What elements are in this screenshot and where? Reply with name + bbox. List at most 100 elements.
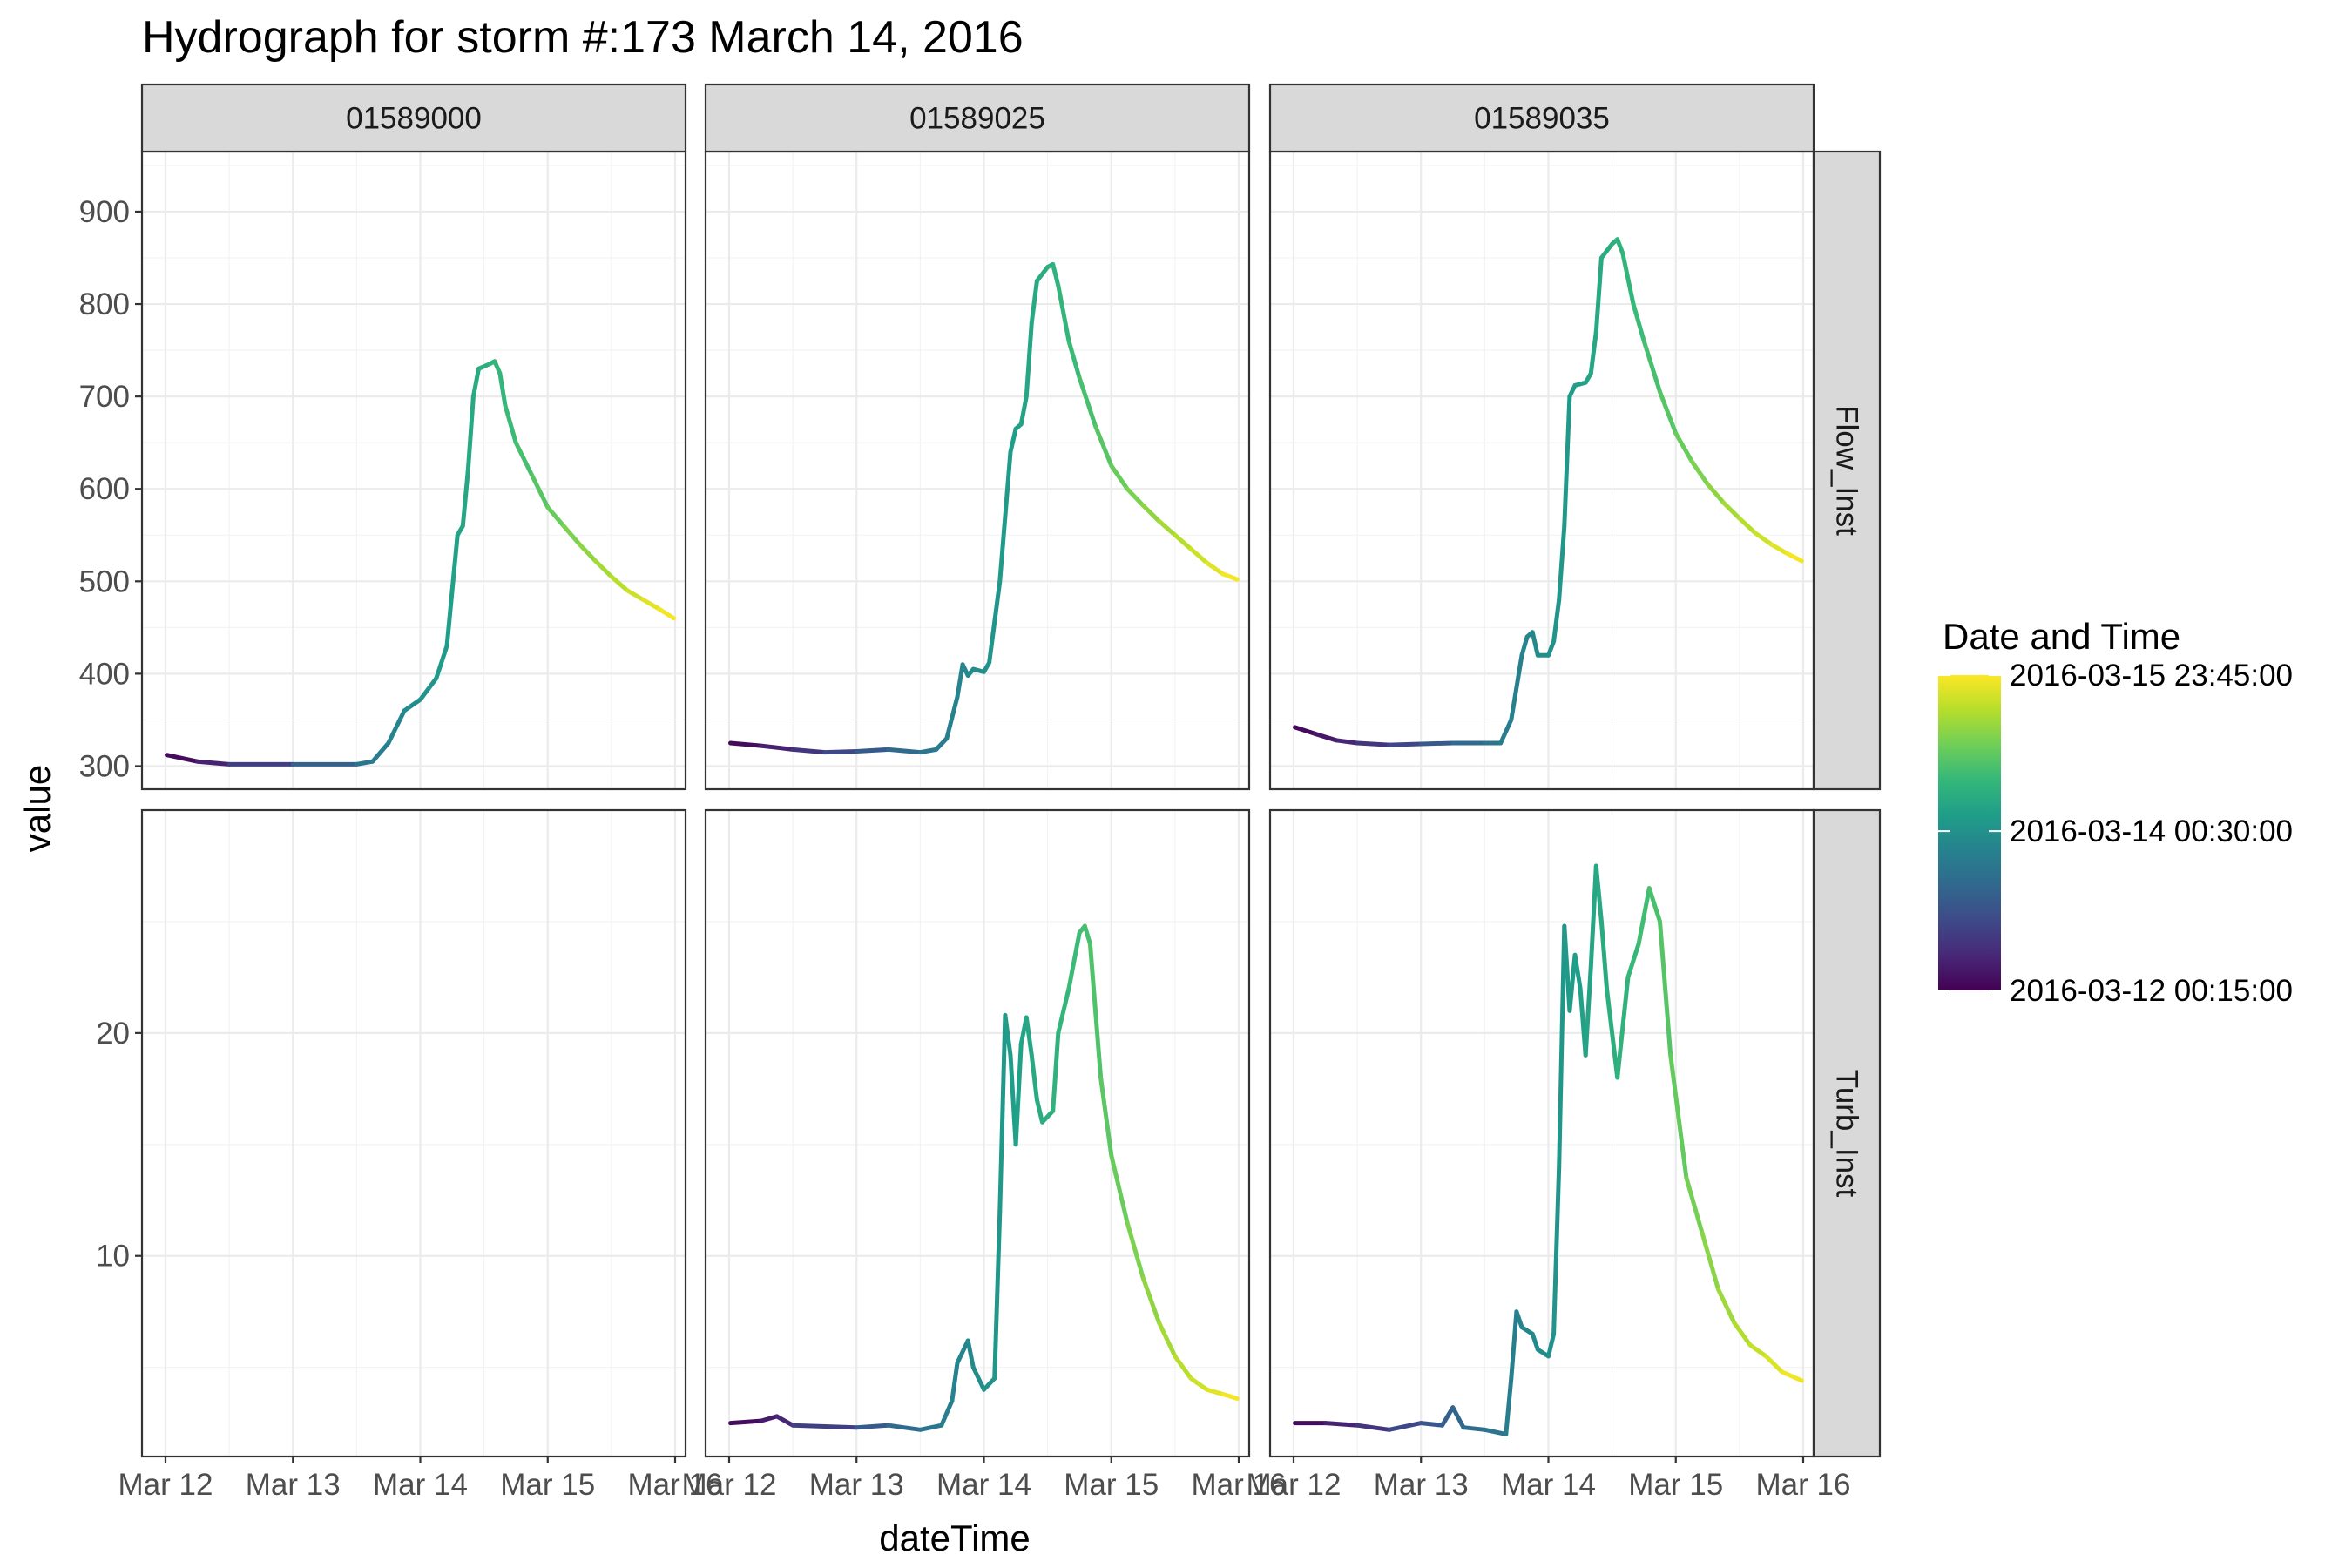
series-line-segment <box>728 740 764 748</box>
series-line-segment <box>1034 265 1051 283</box>
series-line-segment <box>1323 1421 1360 1428</box>
series-line-segment <box>561 524 582 547</box>
series-line-segment <box>1387 741 1423 747</box>
series-line-segment <box>1140 503 1162 524</box>
series-line-segment <box>1615 975 1631 1080</box>
series-line-segment <box>1668 1052 1689 1180</box>
series-line-segment <box>165 753 200 764</box>
series-line-segment <box>1498 717 1514 746</box>
series-line-segment <box>418 676 439 702</box>
series-line-segment <box>1355 740 1392 747</box>
series-line-segment <box>1056 986 1071 1036</box>
series-line-segment <box>465 394 476 473</box>
series-line-segment <box>1066 930 1082 991</box>
series-line-segment <box>386 708 407 746</box>
series-line-segment <box>1588 863 1598 969</box>
series-line-segment <box>997 449 1013 584</box>
series-line-segment <box>955 662 965 700</box>
series-line-segment <box>1557 524 1567 602</box>
series-line-segment <box>1450 1405 1466 1430</box>
y-tick-label: 800 <box>79 287 130 321</box>
column-strip-01589025: 01589025 <box>704 83 1251 153</box>
series-line-segment <box>1658 389 1679 436</box>
series-line-segment <box>1109 463 1130 491</box>
x-tick-label: Mar 12 <box>118 1468 213 1502</box>
series-line-segment <box>1173 532 1193 551</box>
series-line-segment <box>1157 518 1178 537</box>
series-line-segment <box>982 1375 997 1392</box>
series-line-segment <box>1625 942 1641 980</box>
series-line-segment <box>822 749 859 755</box>
series-line-segment <box>1631 301 1646 343</box>
series-line-segment <box>1204 1387 1226 1396</box>
series-line-segment <box>1157 1321 1178 1359</box>
series-line-segment <box>1572 952 1583 991</box>
x-tick-label: Mar 14 <box>936 1468 1031 1502</box>
series-line-segment <box>1220 1391 1240 1401</box>
series-line-segment <box>530 472 551 510</box>
series-line-segment <box>497 371 508 409</box>
series-line-segment <box>1387 1421 1423 1432</box>
series-line-segment <box>854 747 891 754</box>
x-tick-label: Mar 13 <box>246 1468 341 1502</box>
series-line-segment <box>1029 279 1039 325</box>
row-strip-Flow_Inst: Flow_Inst <box>1812 150 1882 791</box>
x-tick-label: Mar 14 <box>1501 1468 1596 1502</box>
y-tick-label: 20 <box>96 1017 130 1051</box>
facet-panel-01589000-Flow_Inst <box>140 150 687 791</box>
y-tick-label: 500 <box>79 564 130 598</box>
series-line-segment <box>1551 598 1562 644</box>
facet-panel-01589000-Turb_Inst <box>140 808 687 1458</box>
legend-label: 2016-03-12 00:15:00 <box>2010 974 2293 1008</box>
series-line-segment <box>1689 458 1710 487</box>
series-line-segment <box>1593 863 1604 924</box>
legend-label: 2016-03-14 00:30:00 <box>2010 814 2293 848</box>
series-line-segment <box>1018 394 1029 427</box>
column-strip-background <box>140 83 687 153</box>
column-strip-label: 01589000 <box>346 102 482 136</box>
series-line-segment <box>1418 740 1456 747</box>
series-01589035-Turb_Inst <box>1293 863 1804 1436</box>
series-line-segment <box>1312 731 1339 743</box>
row-strip-label: Turb_Inst <box>1830 1070 1864 1198</box>
facet-panels <box>140 150 1815 1458</box>
series-line-segment <box>917 1423 944 1432</box>
y-tick-label: 300 <box>79 749 130 783</box>
x-tick-label: Mar 16 <box>628 1468 723 1502</box>
series-line-segment <box>759 743 795 752</box>
x-tick-label: Mar 15 <box>1628 1468 1723 1502</box>
series-line-segment <box>1093 423 1114 469</box>
series-01589000-Flow_Inst <box>165 359 676 767</box>
series-line-segment <box>965 1338 976 1370</box>
series-line-segment <box>1509 1309 1519 1381</box>
series-line-segment <box>492 359 503 376</box>
facet-panel-01589025-Turb_Inst <box>704 808 1251 1458</box>
series-line-segment <box>1140 1275 1162 1325</box>
series-line-segment <box>1220 571 1240 582</box>
series-line-segment <box>1562 394 1572 529</box>
series-line-segment <box>970 1365 986 1392</box>
series-line-segment <box>195 759 232 767</box>
series-line-segment <box>987 578 1003 666</box>
x-axis-title: dateTime <box>879 1517 1031 1558</box>
series-line-segment <box>1530 1331 1540 1352</box>
facet-panel-01589025-Flow_Inst <box>704 150 1251 791</box>
x-tick-label: Mar 15 <box>1064 1468 1159 1502</box>
row-strip-Turb_Inst: Turb_Inst <box>1812 808 1882 1458</box>
series-line-segment <box>1530 630 1540 658</box>
series-line-segment <box>1641 339 1662 395</box>
column-strip-01589000: 01589000 <box>140 83 687 153</box>
series-line-segment <box>460 468 470 529</box>
series-line-segment <box>944 694 960 741</box>
series-line-segment <box>1013 1042 1024 1147</box>
series-line-segment <box>1188 1375 1209 1392</box>
series-line-segment <box>593 558 614 579</box>
panel-background <box>142 810 686 1456</box>
legend-colorbar <box>1938 675 2001 990</box>
series-line-segment <box>1482 1427 1509 1436</box>
series-line-segment <box>1125 1220 1146 1281</box>
panel-background <box>142 152 686 789</box>
series-line-segment <box>1551 1164 1562 1336</box>
series-line-segment <box>992 1209 1003 1381</box>
